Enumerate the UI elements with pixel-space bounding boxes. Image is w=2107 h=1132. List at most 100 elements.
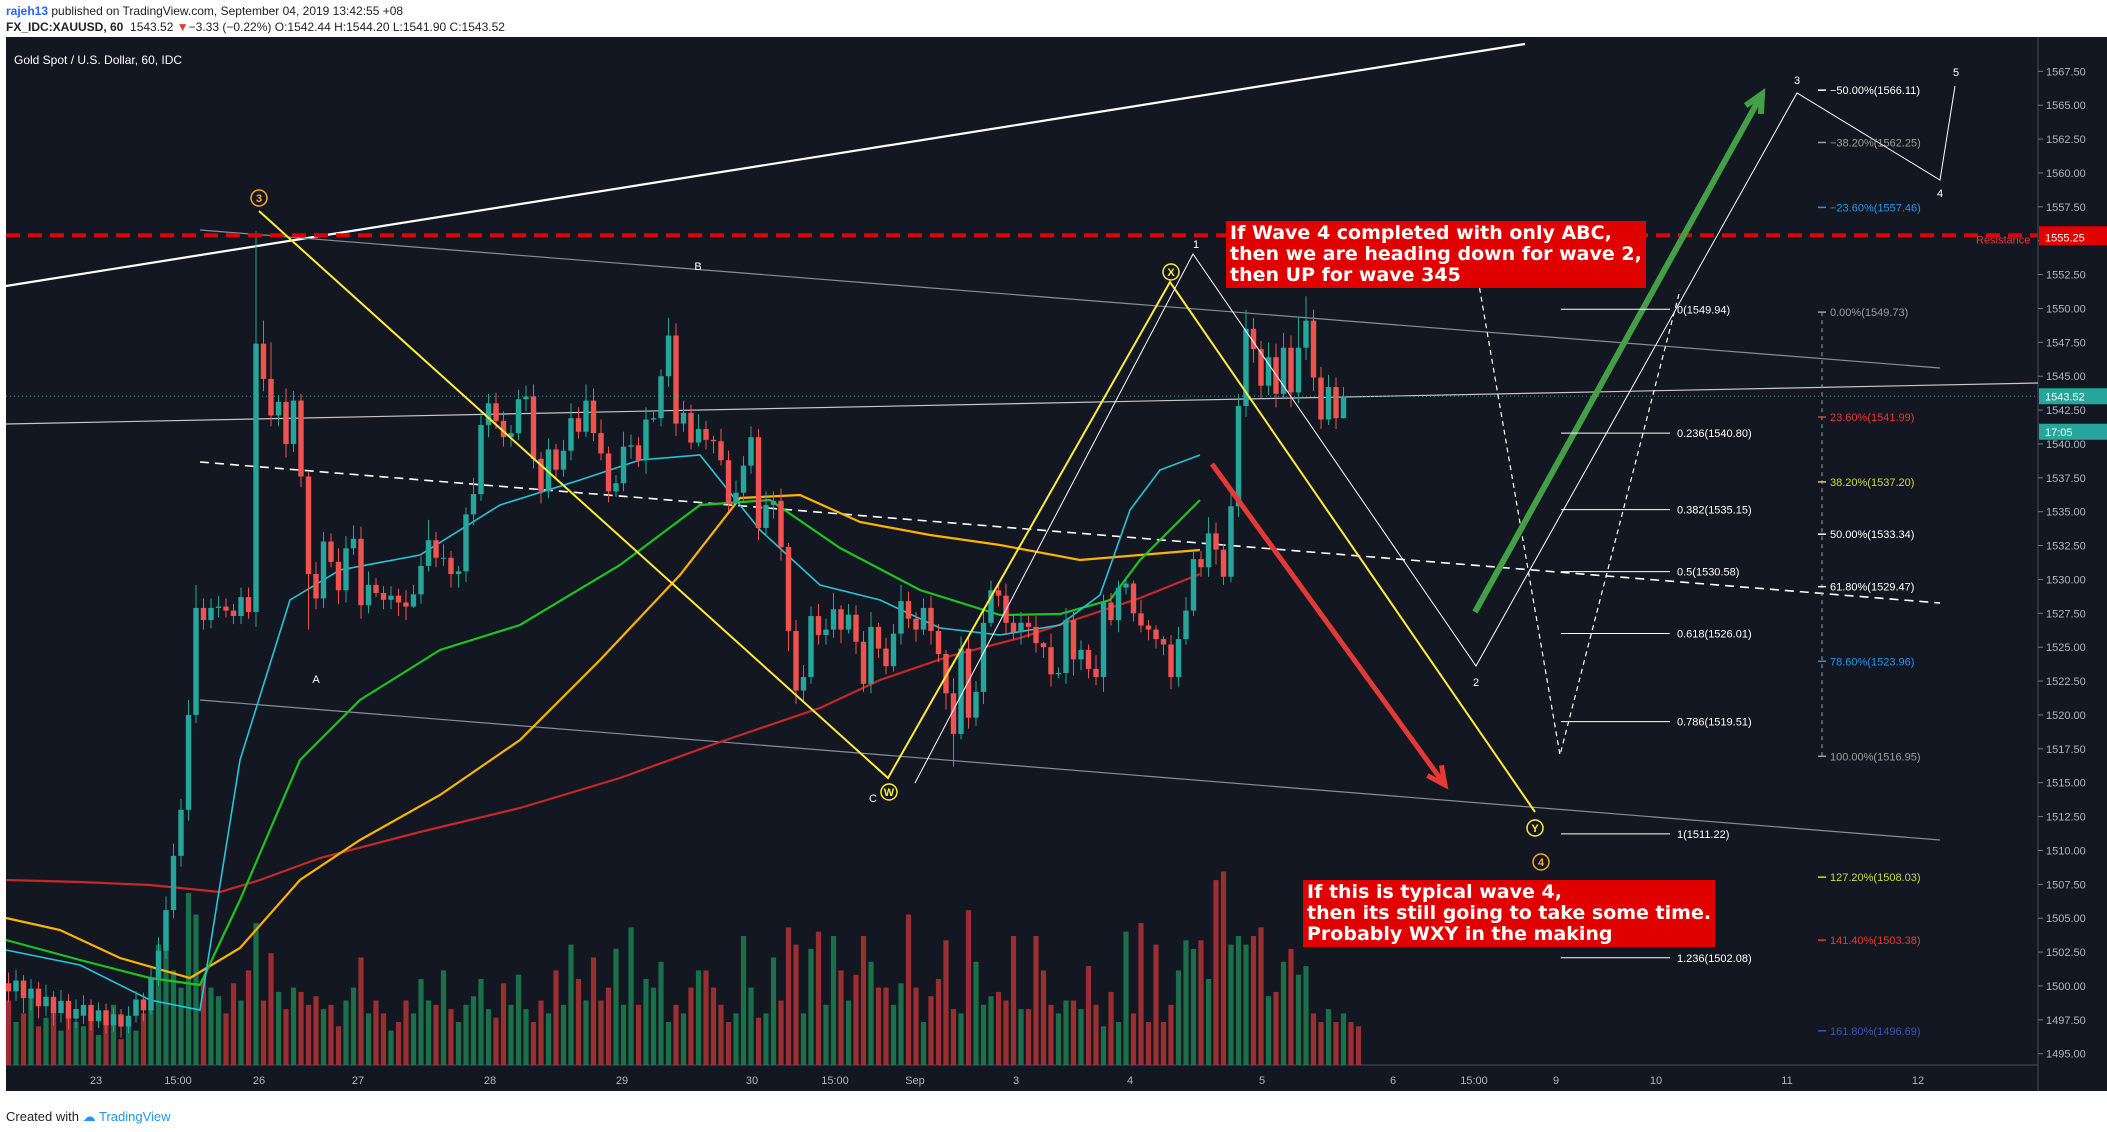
candle-body (1295, 347, 1302, 393)
price-tick-label: 1537.50 (2046, 473, 2086, 485)
candle-body (590, 400, 597, 434)
candle-body (1093, 668, 1099, 678)
price-tick-label: 1540.00 (2046, 439, 2086, 451)
volume-bar (508, 1004, 514, 1065)
candle-body (800, 677, 807, 691)
author-name[interactable]: rajeh13 (6, 4, 49, 18)
fib-top-label: −50.00%(1566.11) (1830, 85, 1920, 97)
price-tick-label: 1522.50 (2046, 676, 2086, 688)
volume-bar (995, 991, 1002, 1065)
price-tick-label: 1545.00 (2046, 371, 2086, 383)
volume-bar (88, 1013, 94, 1065)
price-tick-label: 1560.00 (2046, 168, 2086, 180)
volume-bar (875, 987, 882, 1065)
volume-bar (913, 987, 919, 1065)
volume-bar (125, 1022, 132, 1065)
wave-label: C (869, 793, 877, 805)
candle-body (230, 610, 237, 617)
fib-ext-label: 1(1511.22) (1677, 829, 1729, 841)
candle-body (253, 343, 259, 612)
candle-body (635, 445, 642, 461)
volume-bar (733, 1013, 739, 1065)
volume-bar (605, 987, 612, 1065)
volume-bar (440, 970, 447, 1065)
candle-body (1280, 347, 1287, 394)
wave-label-circle (880, 783, 898, 801)
volume-bar (905, 914, 912, 1065)
wave-wxy-yellow (258, 210, 1536, 813)
volume-bar (1055, 1013, 1062, 1065)
volume-bar (1070, 1000, 1077, 1065)
volume-bar (298, 991, 304, 1065)
volume-bar (1183, 940, 1189, 1065)
time-tick-label: 15:00 (1460, 1075, 1488, 1087)
volume-bar (455, 1022, 462, 1065)
fib-ext-label: 0.5(1530.58) (1677, 567, 1739, 579)
up-arrow (1472, 87, 1766, 614)
fib-retrace-label: 127.20%(1508.03) (1830, 872, 1921, 884)
volume-bar (1003, 1000, 1009, 1065)
time-tick-label: 12 (1912, 1075, 1924, 1087)
volume-bar (710, 987, 717, 1065)
candle-body (290, 400, 297, 444)
candle-body (1063, 620, 1069, 673)
volume-bar (133, 1030, 139, 1065)
candle-body (1243, 328, 1249, 407)
time-tick-label: 3 (1013, 1075, 1019, 1087)
candle-body (1340, 396, 1347, 419)
neckline (5, 382, 2039, 425)
candle-body (703, 429, 709, 440)
channel-lower (199, 699, 1941, 841)
candle-body (1130, 583, 1137, 614)
candle-body (395, 595, 402, 603)
volume-bar (943, 940, 949, 1065)
price-tick-label: 1500.00 (2046, 981, 2086, 993)
candle-body (1040, 643, 1047, 648)
wave-label: 4 (1538, 857, 1545, 869)
candle-body (710, 439, 717, 442)
volume-bar (425, 1000, 432, 1065)
volume-bar (95, 1034, 102, 1065)
volume-bar (718, 1004, 724, 1065)
candle-body (58, 1000, 64, 1014)
candle-body (545, 449, 552, 492)
price-tick-label: 1495.00 (2046, 1049, 2086, 1061)
candle-body (1115, 587, 1122, 621)
price-tick-label: 1527.50 (2046, 608, 2086, 620)
candle-body (268, 378, 274, 416)
volume-bar (965, 910, 972, 1065)
wave-label: 4 (1937, 188, 1943, 200)
volume-bar (148, 1000, 154, 1065)
volume-bar (1085, 966, 1092, 1065)
candle-body (493, 403, 499, 421)
volume-bar (1130, 1013, 1137, 1065)
volume-bar (58, 1030, 64, 1065)
volume-bar (868, 961, 874, 1065)
upper-trendline (5, 42, 1526, 288)
volume-bar (103, 1017, 109, 1065)
volume-bar (748, 987, 754, 1065)
candle-body (860, 641, 867, 684)
price-tick-label: 1525.00 (2046, 642, 2086, 654)
candle-body (133, 999, 139, 1016)
volume-bar (1265, 996, 1272, 1065)
volume-bar (253, 923, 259, 1065)
volume-bar (1288, 948, 1294, 1065)
volume-bar (1235, 936, 1242, 1065)
tradingview-logo-icon[interactable]: ☁ TradingView (82, 1109, 171, 1124)
volume-bar (1355, 1026, 1362, 1065)
price-tick-label: 1547.50 (2046, 337, 2086, 349)
candle-body (5, 983, 12, 992)
volume-bar (350, 987, 357, 1065)
price-chart[interactable]: Resistance 0(1549.94) 0.236(1540.80) 0.382(… (0, 0, 2107, 1100)
volume-bar (958, 1013, 964, 1065)
candle-body (43, 996, 49, 1007)
volume-bar (1063, 1000, 1069, 1065)
candle-body (1258, 349, 1264, 386)
candle-body (313, 574, 319, 599)
volume-bar (823, 1004, 829, 1065)
candle-body (478, 424, 484, 495)
candle-body (748, 437, 754, 466)
candle-body (320, 541, 327, 599)
volume-bar (365, 1013, 372, 1065)
